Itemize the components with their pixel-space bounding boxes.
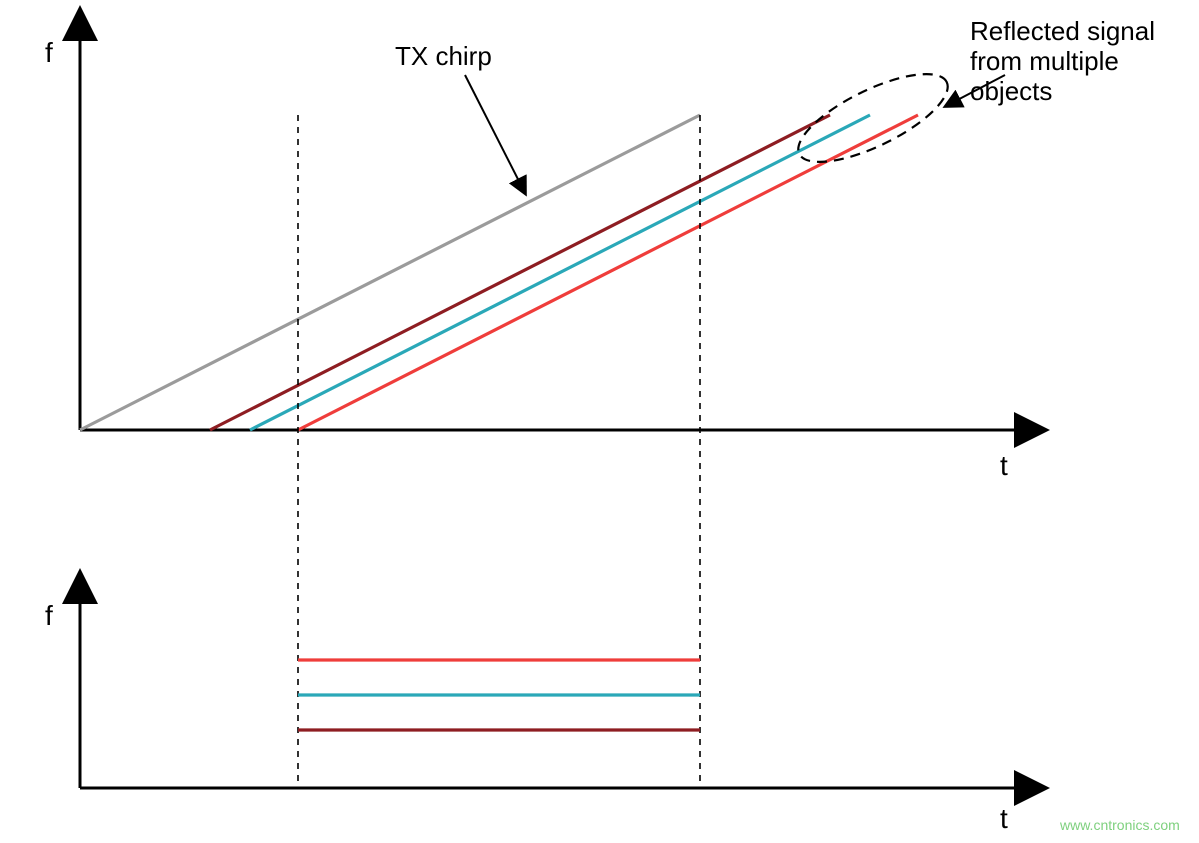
fmcw-diagram: f t f t TX chirp Reflected signalfrom mu…: [0, 0, 1199, 843]
tx-chirp-label: TX chirp: [395, 41, 492, 71]
top-x-label: t: [1000, 450, 1008, 481]
rx-line-rx1: [210, 115, 830, 430]
tx-chirp-arrow: [465, 75, 525, 193]
top-y-label: f: [45, 37, 53, 68]
bottom-plot: f t: [45, 598, 1020, 834]
reflected-label: Reflected signalfrom multipleobjects: [970, 16, 1155, 106]
rx-line-rx2: [250, 115, 870, 430]
reflected-ellipse: [787, 57, 959, 179]
rx-chirp-lines: [210, 115, 918, 430]
reflected-annotation: Reflected signalfrom multipleobjects: [946, 16, 1155, 106]
top-plot: f t: [45, 35, 1020, 788]
bottom-x-label: t: [1000, 803, 1008, 834]
tx-annotation: TX chirp: [395, 41, 525, 193]
watermark-text: www.cntronics.com: [1059, 817, 1180, 833]
if-frequency-lines: [298, 660, 700, 730]
bottom-y-label: f: [45, 600, 53, 631]
